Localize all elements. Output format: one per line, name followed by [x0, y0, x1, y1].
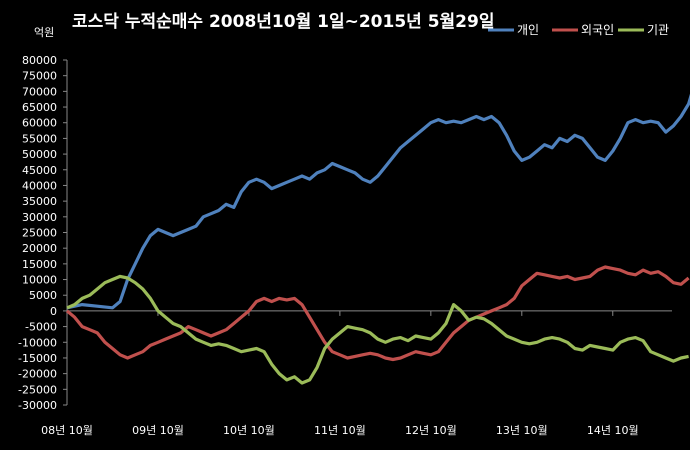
- y-tick-label: -10000: [18, 336, 57, 349]
- y-tick-label: 25000: [22, 227, 57, 240]
- y-tick-label: 40000: [22, 179, 57, 192]
- legend-label: 외국인: [581, 23, 614, 37]
- y-tick-label: 50000: [22, 148, 57, 161]
- y-tick-label: 70000: [22, 85, 57, 98]
- series-line-1: [66, 93, 690, 310]
- y-tick-label: 65000: [22, 101, 57, 114]
- x-tick-label: 09년 10월: [132, 424, 184, 437]
- y-tick-label: 80000: [22, 54, 57, 67]
- y-tick-label: 15000: [22, 258, 57, 271]
- series-line-3: [66, 274, 689, 385]
- y-tick-label: 5000: [29, 289, 57, 302]
- x-tick-label: 14년 10월: [587, 424, 639, 437]
- legend: 개인 외국인 기관: [488, 23, 669, 37]
- y-tick-label: -5000: [25, 321, 57, 334]
- x-tick-label: 11년 10월: [314, 424, 366, 437]
- chart-title: 코스닥 누적순매수 2008년10월 1일~2015년 5월29일: [72, 12, 494, 32]
- y-unit-label: 억원: [34, 26, 54, 39]
- y-tick-label: 10000: [22, 274, 57, 287]
- x-tick-label: 08년 10월: [41, 424, 93, 437]
- plot-area: -30000 -25000 -20000 -15000 -10000 -5000 0 5000…: [18, 54, 690, 437]
- legend-label: 개인: [517, 23, 539, 37]
- y-tick-label: 35000: [22, 195, 57, 208]
- y-tick-label: -20000: [18, 368, 57, 381]
- x-tick-label: 10년 10월: [223, 424, 275, 437]
- y-tick-label: -30000: [18, 399, 57, 412]
- legend-label: 기관: [647, 23, 669, 37]
- series-line-2: [65, 265, 690, 362]
- y-tick-label: -25000: [18, 383, 57, 396]
- y-tick-label: 45000: [22, 164, 57, 177]
- y-tick-label: 60000: [22, 117, 57, 130]
- y-tick-label: 30000: [22, 211, 57, 224]
- y-tick-label: 75000: [22, 70, 57, 83]
- x-tick-label: 13년 10월: [496, 424, 548, 437]
- y-tick-label: 0: [50, 305, 57, 318]
- x-tick-label: 12년 10월: [405, 424, 457, 437]
- y-tick-label: -15000: [18, 352, 57, 365]
- y-tick-label: 20000: [22, 242, 57, 255]
- y-tick-label: 55000: [22, 132, 57, 145]
